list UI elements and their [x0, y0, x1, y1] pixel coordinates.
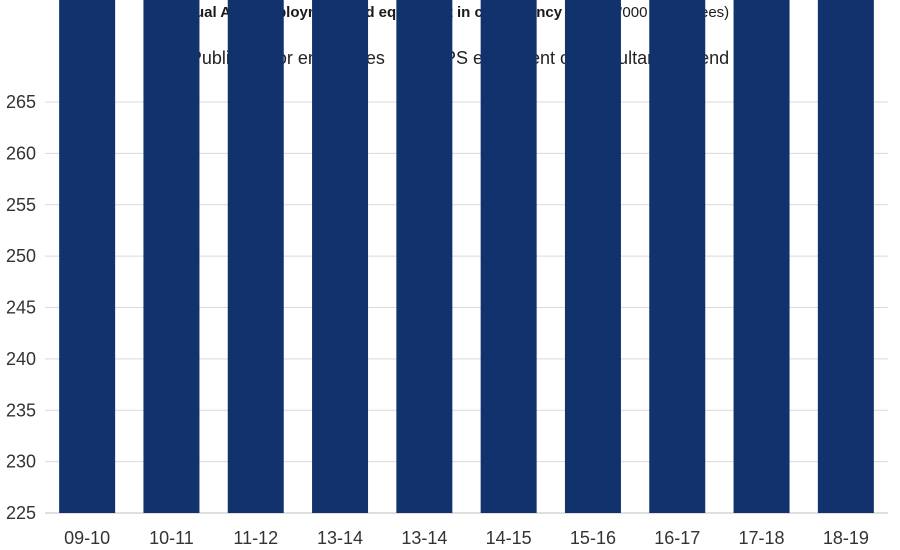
bar-public — [817, 0, 874, 513]
y-tick-label: 245 — [6, 298, 36, 318]
bar-public — [227, 0, 284, 513]
bar-public — [143, 0, 200, 513]
x-tick-label: 16-17 — [654, 528, 700, 548]
x-tick-label: 11-12 — [233, 528, 278, 548]
bar-public — [564, 0, 621, 513]
x-tick-label: 14-15 — [486, 528, 532, 548]
x-tick-label: 15-16 — [570, 528, 616, 548]
x-tick-label: 18-19 — [823, 528, 869, 548]
y-tick-label: 250 — [6, 246, 36, 266]
y-tick-label: 240 — [6, 349, 36, 369]
x-tick-label: 09-10 — [64, 528, 110, 548]
x-tick-label: 13-14 — [317, 528, 363, 548]
bar-public — [59, 0, 116, 514]
y-tick-label: 260 — [6, 143, 36, 163]
y-tick-label: 230 — [6, 452, 36, 472]
bar-public — [312, 0, 369, 513]
bar-public — [649, 0, 706, 514]
x-tick-label: 13-14 — [401, 528, 447, 548]
y-tick-label: 255 — [6, 195, 36, 215]
bar-public — [480, 0, 537, 513]
bar-public — [396, 0, 453, 513]
x-tick-label: 17-18 — [739, 528, 785, 548]
y-tick-label: 225 — [6, 503, 36, 523]
y-tick-label: 265 — [6, 92, 36, 112]
x-tick-label: 10-11 — [149, 528, 194, 548]
bar-public — [733, 0, 790, 513]
y-tick-label: 235 — [6, 400, 36, 420]
